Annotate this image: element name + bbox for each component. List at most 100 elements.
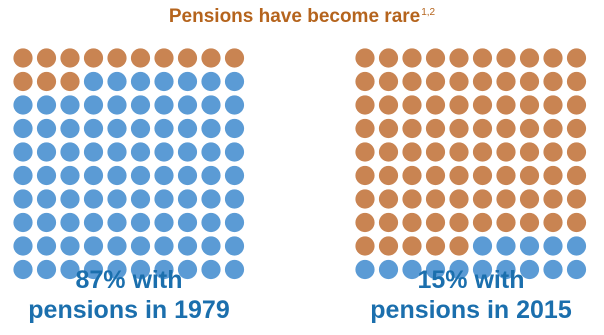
dot-with-pension-1979-64 [83,189,104,209]
dot-with-pension-1979-57 [154,165,174,186]
dot-without-pension-2015-52 [378,165,399,186]
dot-without-pension-2015-45 [449,142,469,162]
dot-with-pension-1979-79 [201,212,221,233]
dot-without-pension-1979-1 [13,48,33,68]
dot-with-pension-1979-34 [83,118,104,139]
dot-with-pension-1979-40 [224,118,245,139]
dot-with-pension-1979-41 [13,142,33,162]
dot-without-pension-2015-55 [449,165,469,186]
dot-with-pension-1979-24 [83,95,104,115]
dot-without-pension-2015-74 [425,212,446,233]
dot-with-pension-1979-18 [177,71,198,92]
dot-with-pension-1979-73 [60,212,80,233]
dot-with-pension-1979-92 [36,259,57,280]
dot-with-pension-1979-94 [83,259,104,280]
dot-without-pension-1979-13 [60,71,80,92]
dot-with-pension-2015-94 [425,259,446,280]
dot-without-pension-2015-49 [543,142,563,162]
dot-without-pension-2015-19 [543,71,563,92]
dot-without-pension-2015-20 [566,71,587,92]
dot-with-pension-1979-90 [224,236,245,256]
dot-with-pension-1979-70 [224,189,245,209]
dot-with-pension-1979-56 [130,165,151,186]
dot-without-pension-2015-78 [519,212,540,233]
dot-without-pension-2015-53 [402,165,422,186]
dot-with-pension-1979-78 [177,212,198,233]
caption-1979-line1: 87% with [75,266,183,294]
dot-without-pension-2015-57 [496,165,516,186]
dot-without-pension-2015-4 [425,48,446,68]
dot-with-pension-2015-90 [566,236,587,256]
dot-with-pension-1979-52 [36,165,57,186]
dot-with-pension-1979-19 [201,71,221,92]
dot-with-pension-1979-88 [177,236,198,256]
dot-with-pension-1979-21 [13,95,33,115]
dot-with-pension-2015-98 [519,259,540,280]
dot-with-pension-1979-72 [36,212,57,233]
dot-without-pension-2015-64 [425,189,446,209]
caption-2015-line1: 15% with [417,266,525,294]
dot-with-pension-1979-59 [201,165,221,186]
waffle-chart-2015 [355,48,587,280]
dot-without-pension-2015-72 [378,212,399,233]
dot-without-pension-1979-11 [13,71,33,92]
dot-without-pension-1979-2 [36,48,57,68]
dot-with-pension-1979-82 [36,236,57,256]
dot-without-pension-2015-1 [355,48,375,68]
dot-with-pension-1979-99 [201,259,221,280]
dot-without-pension-2015-17 [496,71,516,92]
dot-with-pension-2015-89 [543,236,563,256]
dot-without-pension-2015-16 [472,71,493,92]
waffle-svg-1979 [13,48,245,280]
dot-with-pension-1979-46 [130,142,151,162]
dot-without-pension-2015-3 [402,48,422,68]
dot-with-pension-1979-95 [107,259,127,280]
dot-with-pension-1979-80 [224,212,245,233]
dot-without-pension-2015-13 [402,71,422,92]
dot-with-pension-1979-60 [224,165,245,186]
dot-without-pension-1979-3 [60,48,80,68]
dot-with-pension-1979-81 [13,236,33,256]
dot-with-pension-1979-76 [130,212,151,233]
chart-title-text: Pensions have become rare [168,6,421,27]
dot-without-pension-2015-82 [378,236,399,256]
dot-without-pension-2015-79 [543,212,563,233]
caption-1979-line2: pensions in 1979 [28,296,230,324]
dot-without-pension-1979-9 [201,48,221,68]
dot-with-pension-1979-91 [13,259,33,280]
dot-without-pension-1979-10 [224,48,245,68]
dot-without-pension-2015-10 [566,48,587,68]
dot-without-pension-2015-25 [449,95,469,115]
dot-with-pension-1979-27 [154,95,174,115]
dot-with-pension-1979-14 [83,71,104,92]
dot-without-pension-2015-54 [425,165,446,186]
dot-without-pension-2015-75 [449,212,469,233]
chart-title: Pensions have become rare1,2 [0,6,604,28]
dot-without-pension-2015-67 [496,189,516,209]
dot-with-pension-1979-37 [154,118,174,139]
dot-without-pension-2015-31 [355,118,375,139]
caption-1979: 87% with pensions in 1979 [0,265,274,325]
dot-with-pension-1979-63 [60,189,80,209]
dot-without-pension-1979-6 [130,48,151,68]
caption-2015-line2: pensions in 2015 [370,296,572,324]
dot-with-pension-1979-35 [107,118,127,139]
dot-with-pension-2015-100 [566,259,587,280]
dot-without-pension-2015-2 [378,48,399,68]
dot-without-pension-2015-30 [566,95,587,115]
dot-without-pension-2015-42 [378,142,399,162]
dot-with-pension-2015-93 [402,259,422,280]
dot-with-pension-1979-75 [107,212,127,233]
dot-without-pension-2015-27 [496,95,516,115]
dot-with-pension-1979-43 [60,142,80,162]
dot-with-pension-2015-88 [519,236,540,256]
dot-with-pension-1979-55 [107,165,127,186]
dot-without-pension-2015-24 [425,95,446,115]
dot-without-pension-2015-59 [543,165,563,186]
dot-without-pension-2015-36 [472,118,493,139]
dot-without-pension-2015-63 [402,189,422,209]
dot-with-pension-1979-98 [177,259,198,280]
dot-without-pension-1979-12 [36,71,57,92]
dot-with-pension-1979-69 [201,189,221,209]
dot-with-pension-1979-58 [177,165,198,186]
